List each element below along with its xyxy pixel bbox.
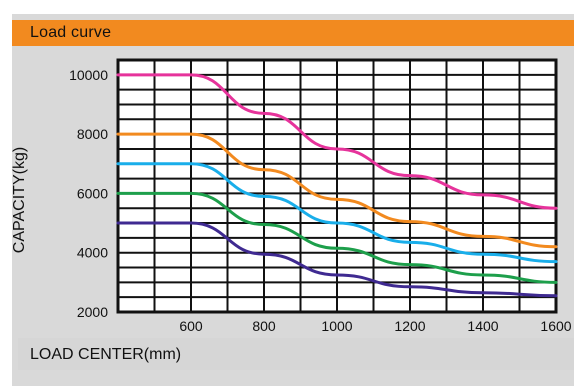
x-axis-title: LOAD CENTER(mm) [30, 346, 182, 363]
panel-header: Load curve [12, 20, 574, 46]
y-tick-label: 6000 [77, 185, 108, 201]
x-tick-label: 1400 [467, 318, 498, 334]
series-line-3 [116, 162, 558, 264]
x-tick-label: 1000 [321, 318, 352, 334]
x-axis-bar: LOAD CENTER(mm) [18, 338, 574, 370]
grid-horizontal [118, 73, 556, 299]
x-tick-label: 1600 [540, 318, 571, 334]
series-line-1 [116, 73, 558, 210]
y-tick-label: 10000 [69, 67, 108, 83]
y-tick-label: 8000 [77, 126, 108, 142]
x-tick-label: 600 [179, 318, 203, 334]
y-tick-label: 2000 [77, 304, 108, 320]
series-line-5 [116, 221, 558, 298]
panel-title: Load curve [30, 24, 112, 41]
y-tick-label: 4000 [77, 245, 108, 261]
plot-border [116, 58, 558, 314]
x-tick-label: 1200 [394, 318, 425, 334]
x-tick-label: 800 [252, 318, 276, 334]
series-line-2 [116, 132, 558, 249]
series-line-4 [116, 191, 558, 284]
